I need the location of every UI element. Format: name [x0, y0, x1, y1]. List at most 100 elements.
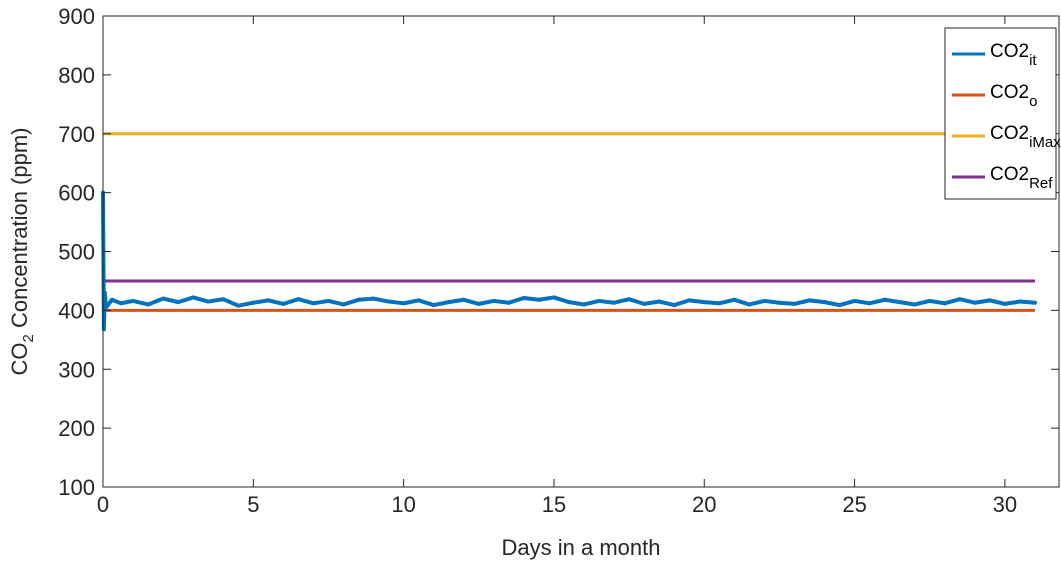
series-point-co2it — [521, 296, 526, 301]
legend-label: CO2Ref — [990, 164, 1053, 192]
series-point-co2it — [104, 305, 109, 310]
series-point-co2it — [912, 302, 917, 307]
x-tick-label: 10 — [391, 492, 415, 517]
legend-item-co2imax: CO2iMax — [952, 123, 1061, 151]
series-point-co2it — [597, 298, 602, 303]
series-point-co2it — [386, 299, 391, 304]
series-point-co2it — [221, 297, 226, 302]
y-axis-label-rest: Concentration (ppm) — [7, 128, 32, 335]
series-point-co2it — [341, 302, 346, 307]
legend-item-co2ref: CO2Ref — [952, 164, 1053, 192]
series-point-co2it — [206, 299, 211, 304]
series-point-co2it — [431, 303, 436, 308]
series-point-co2it — [536, 297, 541, 302]
series-point-co2it — [161, 296, 166, 301]
y-tick-label: 600 — [58, 181, 95, 206]
series-point-co2it — [191, 295, 196, 300]
series-point-co2it — [476, 301, 481, 306]
series-point-co2it — [852, 298, 857, 303]
y-tick-label: 700 — [58, 122, 95, 147]
legend-box — [944, 27, 1057, 200]
series-point-co2it — [672, 303, 677, 308]
series-point-co2it — [582, 302, 587, 307]
series-point-co2it — [236, 303, 241, 308]
y-axis-label-subscript: 2 — [20, 334, 37, 342]
series-point-co2it — [777, 300, 782, 305]
series-point-co2it — [957, 297, 962, 302]
series-point-co2it — [461, 297, 466, 302]
series-point-co2it — [1032, 300, 1037, 305]
legend-label: CO2o — [990, 82, 1037, 110]
legend-label-subscript: Ref — [1029, 175, 1053, 192]
series-point-co2it — [927, 298, 932, 303]
series-point-co2it — [882, 297, 887, 302]
series-point-co2it — [642, 301, 647, 306]
series-point-co2it — [1017, 299, 1022, 304]
legend-label-base: CO2 — [990, 82, 1029, 103]
x-tick-label: 25 — [842, 492, 866, 517]
series-point-co2it — [1002, 301, 1007, 306]
x-tick-label: 0 — [97, 492, 109, 517]
series-point-co2it — [110, 297, 115, 302]
series-point-co2it — [792, 301, 797, 306]
series-point-co2it — [401, 301, 406, 306]
series-point-co2it — [551, 295, 556, 300]
series-point-co2it — [612, 300, 617, 305]
legend-label-base: CO2 — [990, 164, 1029, 185]
legend-label: CO2iMax — [990, 123, 1061, 151]
series-point-co2it — [176, 300, 181, 305]
y-tick-label: 100 — [58, 475, 95, 500]
series-point-co2it — [867, 301, 872, 306]
series-point-co2it — [987, 298, 992, 303]
x-tick-label: 20 — [692, 492, 716, 517]
series-point-co2it — [146, 302, 151, 307]
series-point-co2it — [972, 300, 977, 305]
x-tick-label: 5 — [247, 492, 259, 517]
legend-label-subscript: iMax — [1029, 134, 1061, 151]
series-point-co2it — [371, 296, 376, 301]
series-point-co2it — [446, 300, 451, 305]
series-point-co2it — [702, 300, 707, 305]
series-point-co2it — [762, 298, 767, 303]
series-point-co2it — [732, 297, 737, 302]
series-point-co2it — [416, 298, 421, 303]
ticks-layer: 0 5 10 15 20 25 30 100 200 300 400 500 600 700 800 900 — [58, 4, 1059, 517]
series-point-co2it — [837, 303, 842, 308]
x-tick-label: 15 — [542, 492, 566, 517]
legend-item-co2o: CO2o — [952, 82, 1037, 110]
legend-label-subscript: o — [1029, 93, 1037, 110]
series-point-co2it — [717, 301, 722, 306]
y-axis-label: CO2 Concentration (ppm) — [7, 128, 37, 376]
x-tick-label: 30 — [993, 492, 1017, 517]
y-tick-label: 400 — [58, 298, 95, 323]
series-point-co2it — [119, 301, 124, 306]
series-point-co2it — [942, 301, 947, 306]
series-point-co2it — [627, 297, 632, 302]
series-point-co2it — [506, 300, 511, 305]
series-point-co2it — [296, 297, 301, 302]
series-point-co2it — [822, 300, 827, 305]
legend-label: CO2it — [990, 41, 1037, 69]
legend-label-subscript: it — [1029, 52, 1037, 69]
series-point-co2it — [311, 301, 316, 306]
series-point-co2it — [356, 297, 361, 302]
series-point-co2it — [657, 299, 662, 304]
y-tick-label: 800 — [58, 63, 95, 88]
y-axis-label-base: CO — [7, 343, 32, 376]
y-tick-label: 300 — [58, 357, 95, 382]
legend-label-base: CO2 — [990, 123, 1029, 144]
series-point-co2it — [281, 301, 286, 306]
legend-item-co2it: CO2it — [952, 41, 1037, 69]
series-point-co2it — [251, 300, 256, 305]
x-axis-label: Days in a month — [502, 535, 661, 560]
series-layer — [101, 132, 1037, 332]
series-point-co2it — [747, 302, 752, 307]
legend-label-base: CO2 — [990, 41, 1029, 62]
series-point-co2it — [102, 290, 107, 295]
y-tick-label: 900 — [58, 4, 95, 29]
series-point-co2it — [566, 300, 571, 305]
series-point-co2it — [131, 298, 136, 303]
